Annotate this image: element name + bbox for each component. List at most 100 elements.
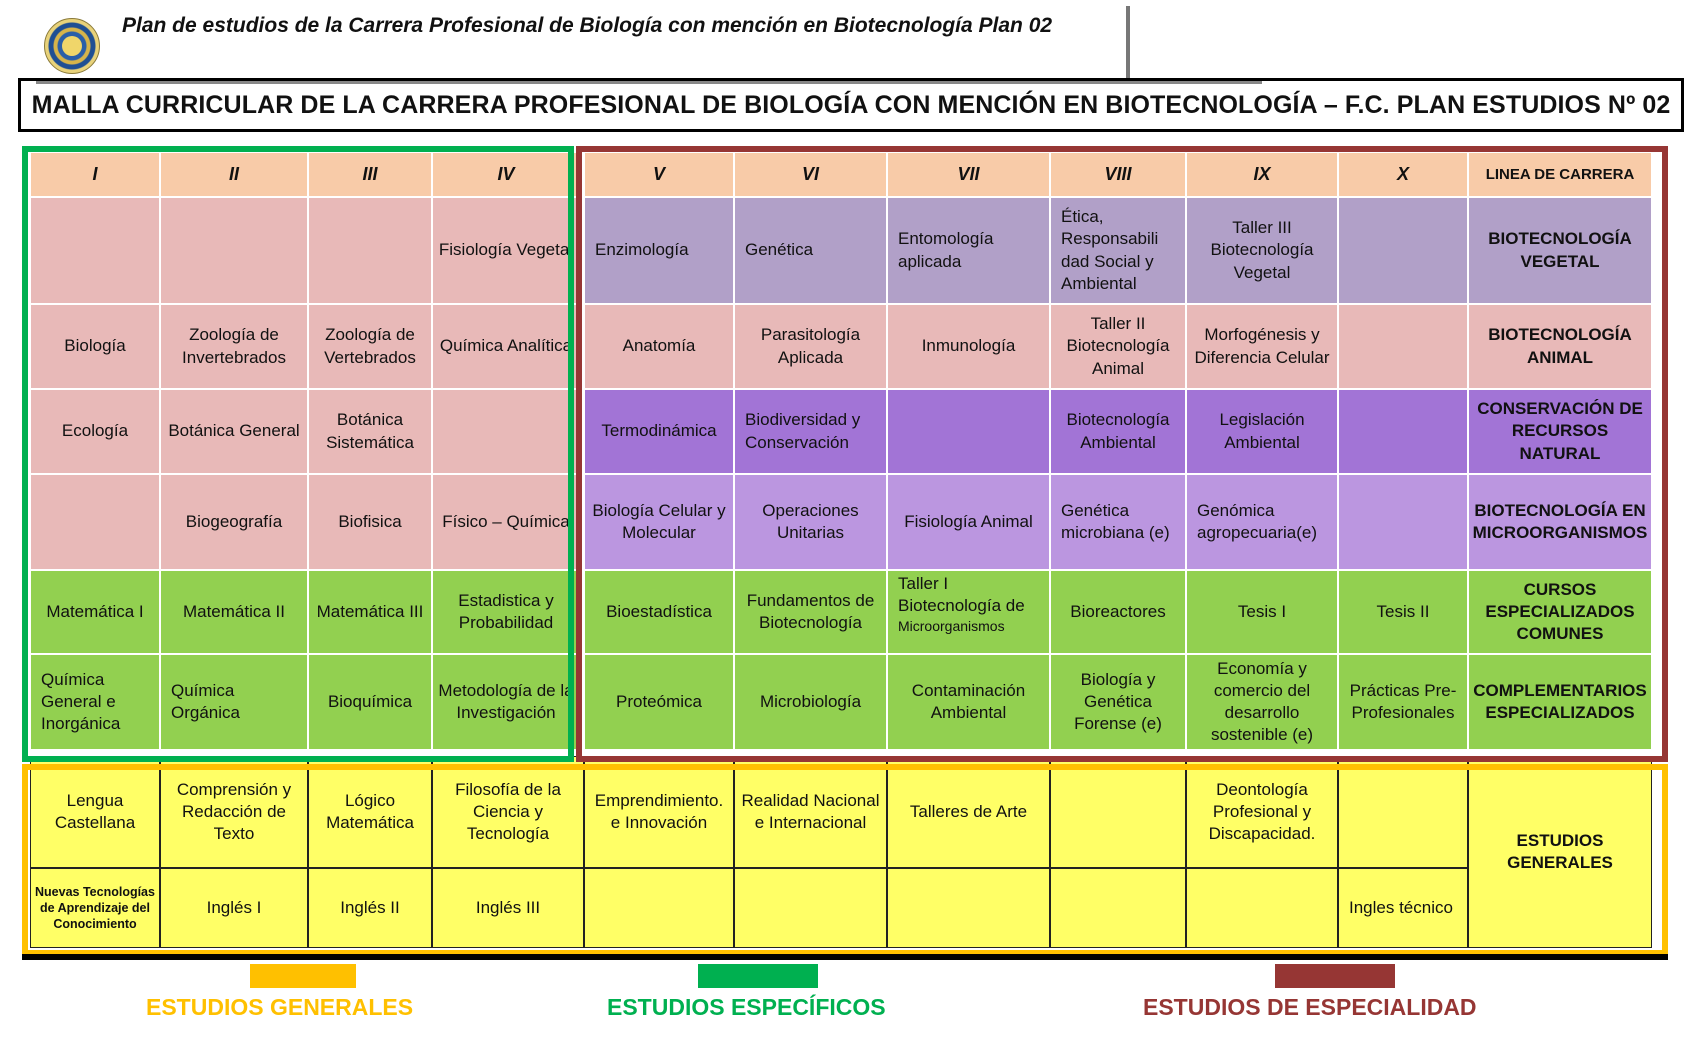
course-cell: Enzimología [584, 197, 734, 304]
course-cell: Taller I Biotecnología de Microorganismos [887, 570, 1050, 654]
career-line-label: CONSERVACIÓN DE RECURSOS NATURAL [1468, 389, 1652, 474]
course-cell [1338, 474, 1468, 570]
legend-label-generales: ESTUDIOS GENERALES [146, 994, 414, 1020]
legend-swatch-especificos [698, 964, 818, 988]
course-cell: Biogeografía [160, 474, 308, 570]
general-course-cell: Talleres de Arte [887, 756, 1050, 868]
course-cell: Contaminación Ambiental [887, 654, 1050, 750]
course-text-small: Microorganismos [898, 618, 1005, 635]
header-divider-horizontal [36, 80, 1262, 84]
semester-header-3: III [308, 152, 432, 197]
header-divider-vertical [1126, 6, 1130, 80]
general-course-cell: Inglés III [432, 868, 584, 948]
course-cell: Termodinámica [584, 389, 734, 474]
career-line-header: LINEA DE CARRERA [1468, 152, 1652, 197]
course-cell: Biología [30, 304, 160, 389]
course-cell: Inmunología [887, 304, 1050, 389]
career-line-label: COMPLEMENTARIOS ESPECIALIZADOS [1468, 654, 1652, 750]
general-course-cell: Lengua Castellana [30, 756, 160, 868]
general-course-cell: Filosofía de la Ciencia y Tecnología [432, 756, 584, 868]
semester-header-7: VII [887, 152, 1050, 197]
course-cell: Botánica General [160, 389, 308, 474]
course-cell: Zoología de Vertebrados [308, 304, 432, 389]
course-cell: Tesis II [1338, 570, 1468, 654]
base-line [22, 954, 1668, 960]
course-cell: Fisiología Animal [887, 474, 1050, 570]
course-cell: Biotecnología Ambiental [1050, 389, 1186, 474]
course-cell: Operaciones Unitarias [734, 474, 887, 570]
course-cell: Economía y comercio del desarrollo soste… [1186, 654, 1338, 750]
course-cell: Metodología de la Investigación [432, 654, 580, 750]
legend-swatch-especialidad [1275, 964, 1395, 988]
course-cell: Taller III Biotecnología Vegetal [1186, 197, 1338, 304]
course-cell: Genómica agropecuaria(e) [1186, 474, 1338, 570]
course-cell: Genética [734, 197, 887, 304]
course-cell: Proteómica [584, 654, 734, 750]
course-cell [308, 197, 432, 304]
career-line-label: BIOTECNOLOGÍA EN MICROORGANISMOS [1468, 474, 1652, 570]
legend-label-especificos: ESTUDIOS ESPECÍFICOS [607, 994, 886, 1020]
course-cell: Química Analítica [432, 304, 580, 389]
general-course-cell [1050, 868, 1186, 948]
general-course-cell [1186, 868, 1338, 948]
course-cell: Morfogénesis y Diferencia Celular [1186, 304, 1338, 389]
semester-header-1: I [30, 152, 160, 197]
course-cell: Biofisica [308, 474, 432, 570]
course-cell: Legislación Ambiental [1186, 389, 1338, 474]
course-cell [887, 389, 1050, 474]
general-course-cell: Emprendimiento. e Innovación [584, 756, 734, 868]
general-course-cell [734, 868, 887, 948]
course-cell: Botánica Sistemática [308, 389, 432, 474]
course-text: Taller I Biotecnología de [898, 574, 1025, 616]
course-cell: Bioestadística [584, 570, 734, 654]
career-line-label: BIOTECNOLOGÍA ANIMAL [1468, 304, 1652, 389]
career-line-label: CURSOS ESPECIALIZADOS COMUNES [1468, 570, 1652, 654]
course-cell: Físico – Química [432, 474, 580, 570]
course-cell: Fisiología Vegetal [432, 197, 580, 304]
course-cell: Ecología [30, 389, 160, 474]
course-cell: Tesis I [1186, 570, 1338, 654]
course-cell: Matemática III [308, 570, 432, 654]
general-course-cell [1338, 756, 1468, 868]
general-course-cell: Inglés I [160, 868, 308, 948]
course-cell: Fundamentos de Biotecnología [734, 570, 887, 654]
general-course-cell [584, 868, 734, 948]
course-cell [1338, 389, 1468, 474]
semester-header-8: VIII [1050, 152, 1186, 197]
course-cell: Microbiología [734, 654, 887, 750]
semester-header-4: IV [432, 152, 580, 197]
course-cell: Bioreactores [1050, 570, 1186, 654]
general-course-cell: Deontología Profesional y Discapacidad. [1186, 756, 1338, 868]
general-course-cell: Ingles técnico [1338, 868, 1468, 948]
page-title: Plan de estudios de la Carrera Profesion… [122, 14, 1053, 37]
course-cell: Taller II Biotecnología Animal [1050, 304, 1186, 389]
course-cell: Bioquímica [308, 654, 432, 750]
legend-label-especialidad: ESTUDIOS DE ESPECIALIDAD [1143, 994, 1477, 1020]
semester-header-9: IX [1186, 152, 1338, 197]
course-cell: Anatomía [584, 304, 734, 389]
semester-header-10: X [1338, 152, 1468, 197]
course-cell: Prácticas Pre-Profesionales [1338, 654, 1468, 750]
course-cell [432, 389, 580, 474]
course-cell: Matemática II [160, 570, 308, 654]
semester-header-6: VI [734, 152, 887, 197]
general-course-cell: Inglés II [308, 868, 432, 948]
course-cell: Biología Celular y Molecular [584, 474, 734, 570]
course-cell: Biología y Genética Forense (e) [1050, 654, 1186, 750]
course-cell [30, 474, 160, 570]
university-seal-icon [44, 18, 100, 74]
curriculum-title: MALLA CURRICULAR DE LA CARRERA PROFESION… [18, 78, 1684, 132]
general-course-cell: Realidad Nacional e Internacional [734, 756, 887, 868]
course-cell: Química General e Inorgánica [30, 654, 160, 750]
semester-header-5: V [584, 152, 734, 197]
course-cell: Zoología de Invertebrados [160, 304, 308, 389]
career-line-label: BIOTECNOLOGÍA VEGETAL [1468, 197, 1652, 304]
course-cell [1338, 304, 1468, 389]
course-cell: Biodiversidad y Conservación [734, 389, 887, 474]
legend-swatch-generales [250, 964, 356, 988]
career-line-label: ESTUDIOS GENERALES [1468, 756, 1652, 948]
general-course-cell: Lógico Matemática [308, 756, 432, 868]
general-course-cell: Nuevas Tecnologías de Aprendizaje del Co… [30, 868, 160, 948]
seal-center [62, 36, 82, 56]
course-cell: Genética microbiana (e) [1050, 474, 1186, 570]
